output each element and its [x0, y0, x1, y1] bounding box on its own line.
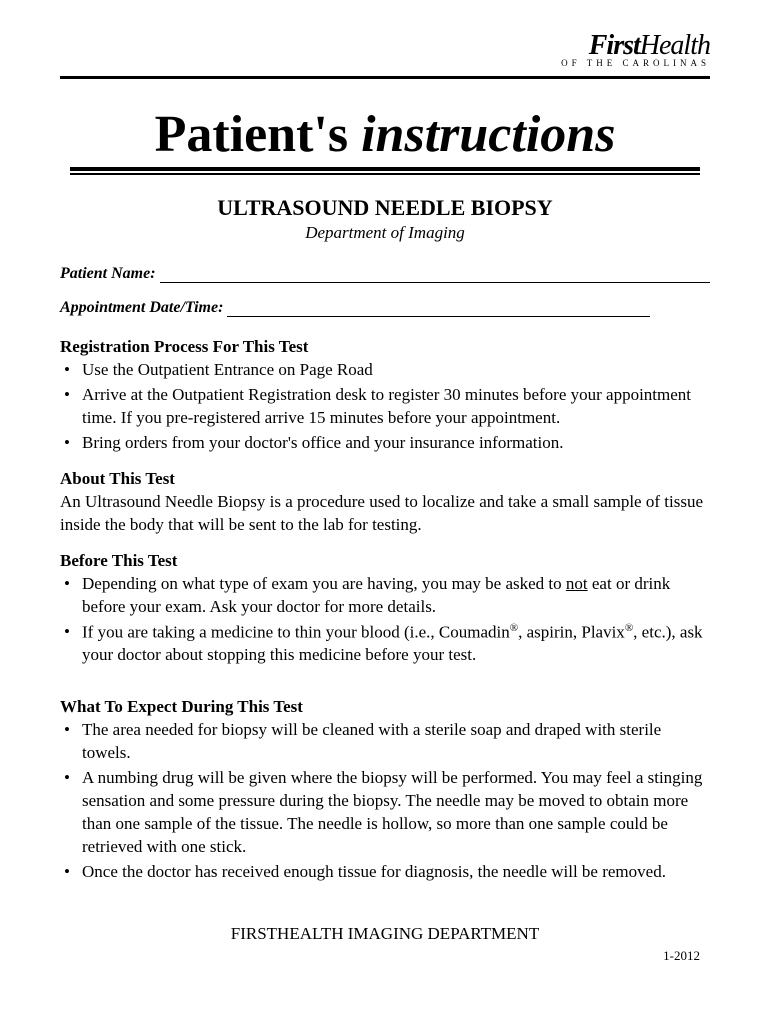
- expect-list: The area needed for biopsy will be clean…: [60, 719, 710, 884]
- expect-heading: What To Expect During This Test: [60, 697, 710, 717]
- procedure-title: ULTRASOUND NEEDLE BIOPSY: [60, 195, 710, 221]
- footer-department: FIRSTHEALTH IMAGING DEPARTMENT: [60, 924, 710, 944]
- list-item: A numbing drug will be given where the b…: [60, 767, 710, 859]
- list-item: Arrive at the Outpatient Registration de…: [60, 384, 710, 430]
- registration-list: Use the Outpatient Entrance on Page Road…: [60, 359, 710, 455]
- main-title: Patient's instructions: [70, 109, 700, 161]
- department-name: Department of Imaging: [60, 223, 710, 243]
- appointment-label: Appointment Date/Time:: [60, 299, 223, 317]
- title-line-thin: [70, 173, 700, 175]
- logo-subtitle: OF THE CAROLINAS: [60, 58, 710, 68]
- patient-name-input[interactable]: [160, 267, 710, 283]
- text-segment: , aspirin, Plavix: [518, 622, 625, 641]
- text-segment: Depending on what type of exam you are h…: [82, 574, 566, 593]
- underlined-not: not: [566, 574, 588, 593]
- before-list: Depending on what type of exam you are h…: [60, 573, 710, 667]
- list-item: Use the Outpatient Entrance on Page Road: [60, 359, 710, 382]
- text-segment: If you are taking a medicine to thin you…: [82, 622, 510, 641]
- logo-first: First: [589, 30, 640, 61]
- about-heading: About This Test: [60, 469, 710, 489]
- about-text: An Ultrasound Needle Biopsy is a procedu…: [60, 491, 710, 537]
- patient-name-row: Patient Name:: [60, 265, 710, 283]
- footer-date: 1-2012: [60, 948, 710, 964]
- appointment-row: Appointment Date/Time:: [60, 299, 710, 317]
- title-instructions: instructions: [361, 106, 615, 163]
- header-divider: [60, 76, 710, 79]
- before-heading: Before This Test: [60, 551, 710, 571]
- list-item: Bring orders from your doctor's office a…: [60, 432, 710, 455]
- logo-health: Health: [640, 30, 710, 61]
- registration-heading: Registration Process For This Test: [60, 337, 710, 357]
- list-item: Depending on what type of exam you are h…: [60, 573, 710, 619]
- title-underline: [70, 167, 700, 175]
- title-line-thick: [70, 167, 700, 171]
- header-logo: FirstHealth OF THE CAROLINAS: [60, 30, 710, 68]
- patient-name-label: Patient Name:: [60, 265, 156, 283]
- registered-symbol: ®: [510, 622, 518, 634]
- list-item: If you are taking a medicine to thin you…: [60, 621, 710, 668]
- title-patients: Patient's: [155, 106, 362, 163]
- appointment-input[interactable]: [227, 301, 650, 317]
- list-item: Once the doctor has received enough tiss…: [60, 861, 710, 884]
- list-item: The area needed for biopsy will be clean…: [60, 719, 710, 765]
- title-block: Patient's instructions: [70, 109, 700, 175]
- registered-symbol: ®: [625, 622, 633, 634]
